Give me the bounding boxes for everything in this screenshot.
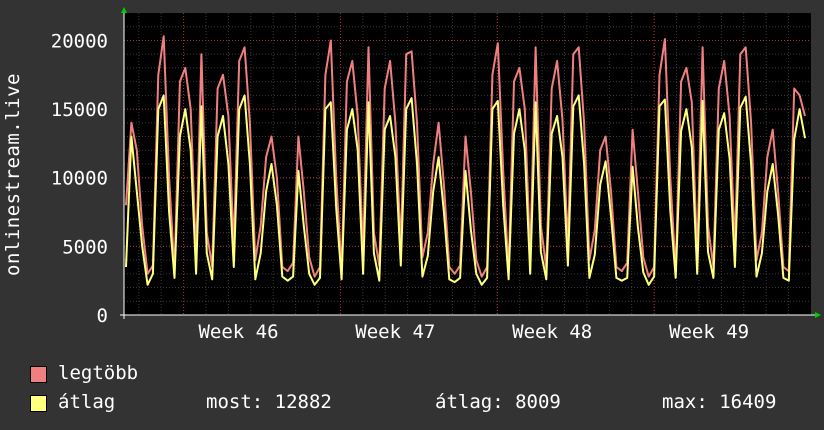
x-tick-label: Week 48 [512,321,592,343]
series-atlag [125,94,806,286]
stat-average: átlag: 8009 [435,391,561,413]
axes [120,7,821,319]
legend-label-legtobb: legtöbb [58,362,139,384]
x-axis-arrow [815,312,821,318]
series-line [125,35,806,278]
y-axis-arrow [121,7,127,13]
x-tick-label: Week 46 [198,321,278,343]
y-tick-label: 20000 [51,30,108,52]
stat-now: most: 12882 [206,391,332,413]
series-line [125,94,806,286]
y-tick-label: 15000 [51,99,108,121]
series-legtobb [125,35,806,278]
legend-swatch-legtobb [30,366,47,383]
y-tick-labels: 0 5000 10000 15000 20000 [51,30,108,327]
stat-max: max: 16409 [662,391,777,413]
legend-label-atlag: átlag [58,391,116,413]
y-tick-label: 5000 [62,236,108,258]
y-tick-label: 10000 [51,168,108,190]
x-tick-labels: Week 46 Week 47 Week 48 Week 49 [198,321,749,343]
y-tick-label: 0 [97,305,108,327]
x-tick-label: Week 49 [669,321,749,343]
y-axis-label: onlinestream.live [2,73,24,276]
x-tick-label: Week 47 [355,321,435,343]
grid-lines [124,13,811,315]
legend-swatch-atlag [30,395,47,412]
